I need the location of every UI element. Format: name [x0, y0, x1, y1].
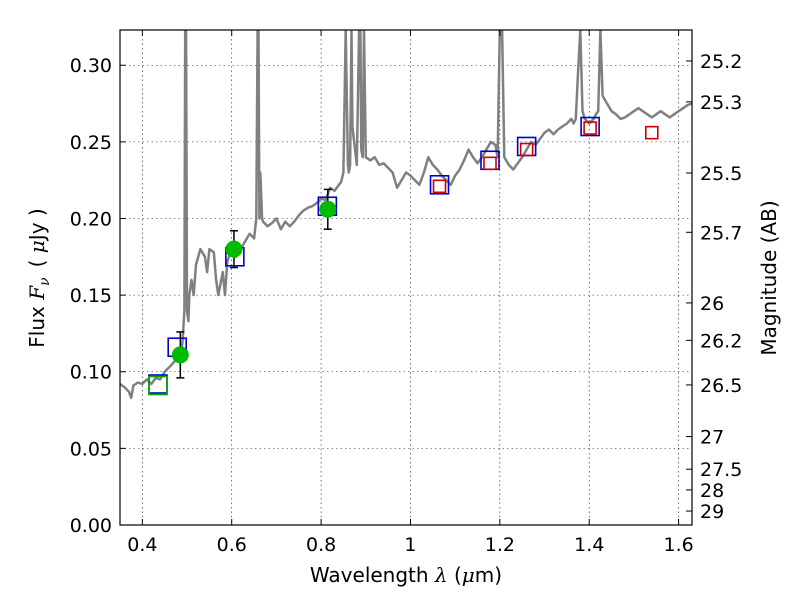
x-axis-unit-mu: μ [462, 563, 475, 587]
x-axis-unit-rest: m) [475, 563, 502, 587]
right-tick-label: 26.2 [700, 330, 742, 352]
y-axis-unit-rest: Jy ) [25, 208, 49, 242]
right-tick-label: 26.5 [700, 375, 742, 397]
y-axis-symbol: F [25, 285, 49, 301]
x-axis-symbol: λ [434, 563, 448, 587]
y-axis-prefix: Flux [25, 300, 49, 348]
y-tick-label: 0.25 [70, 132, 112, 154]
x-tick-labels: 0.4 0.6 0.8 1 1.2 1.4 1.6 [127, 534, 693, 556]
x-tick-label: 0.6 [217, 534, 247, 556]
ticks [120, 30, 692, 526]
right-tick-label: 25.2 [700, 51, 742, 73]
data-point [171, 346, 189, 364]
square-marker [429, 174, 450, 195]
y-tick-label: 0.05 [70, 438, 112, 460]
x-tick-label: 1 [404, 534, 416, 556]
y-axis-unit-open: ( [25, 253, 49, 267]
y-tick-label: 0.20 [70, 208, 112, 230]
right-tick-label: 25.5 [700, 163, 742, 185]
right-tick-label: 26 [700, 293, 724, 315]
y-axis-subscript: ν [37, 277, 53, 286]
y-tick-label: 0.15 [70, 285, 112, 307]
y-tick-label: 0.30 [70, 55, 112, 77]
square-marker [583, 121, 597, 135]
x-tick-label: 0.8 [306, 534, 336, 556]
right-tick-label: 27.5 [700, 459, 742, 481]
x-axis-prefix: Wavelength [310, 563, 435, 587]
square-marker [644, 125, 659, 140]
square-marker [580, 116, 600, 137]
right-tick-label: 25.7 [700, 222, 742, 244]
y-axis-unit-mu: μ [25, 240, 49, 253]
square-marker [432, 179, 447, 194]
square-marker [148, 375, 168, 396]
right-tick-label: 28 [700, 480, 724, 502]
right-tick-label: 25.3 [700, 92, 742, 114]
plot-frame [119, 29, 693, 526]
y-axis-title: Flux Fν ( μJy ) [25, 208, 53, 347]
data-point [225, 240, 243, 258]
x-tick-label: 1.6 [663, 534, 693, 556]
y-tick-labels: 0.00 0.05 0.10 0.15 0.20 0.25 0.30 [70, 55, 112, 537]
plot-area [120, 30, 692, 400]
x-tick-label: 1.4 [574, 534, 604, 556]
square-marker [483, 156, 497, 171]
right-tick-label: 29 [700, 501, 724, 523]
x-tick-label: 1.2 [485, 534, 515, 556]
x-axis-title: Wavelength λ (μm) [310, 563, 502, 587]
photometry-markers [148, 116, 659, 396]
y-tick-label: 0.00 [70, 515, 112, 537]
square-marker [519, 142, 534, 157]
right-axis-title: Magnitude (AB) [757, 200, 781, 355]
model-spectrum-line [120, 30, 692, 400]
x-axis-unit-open: ( [448, 563, 462, 587]
x-tick-label: 0.4 [127, 534, 157, 556]
gridlines [120, 30, 692, 526]
right-tick-label: 27 [700, 427, 724, 449]
y-tick-label: 0.10 [70, 362, 112, 384]
data-point [319, 200, 337, 218]
